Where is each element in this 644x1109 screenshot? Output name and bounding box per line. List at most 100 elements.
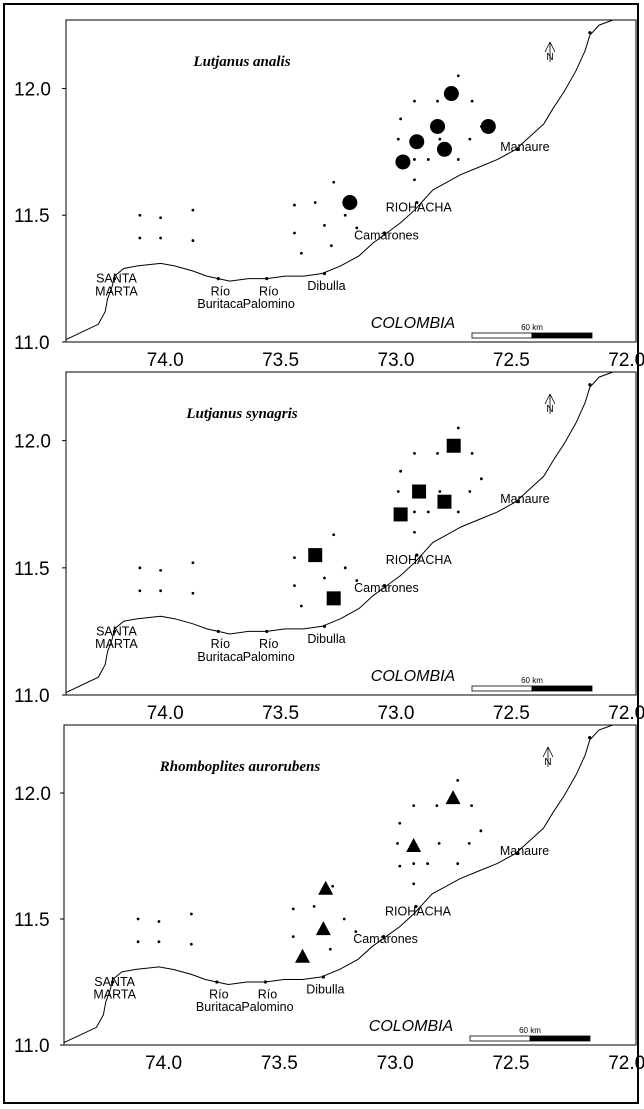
- y-tick-label: 11.5: [14, 910, 50, 931]
- y-tick-label: 11.0: [14, 686, 50, 707]
- record-triangle: [406, 837, 422, 852]
- place-label: Buritaca: [197, 297, 243, 311]
- north-arrow: [544, 393, 556, 414]
- station-dot: [456, 426, 460, 430]
- place-label: RIOHACHA: [386, 553, 453, 567]
- place-dot: [415, 553, 419, 557]
- station-dot: [191, 591, 195, 595]
- place-label: Manaure: [500, 492, 549, 506]
- x-tick-label: 72.0: [608, 350, 644, 371]
- species-name: Rhomboplites aurorubens: [159, 759, 321, 775]
- y-tick-label: 11.5: [14, 206, 50, 227]
- x-tick-label: 73.5: [261, 1053, 298, 1074]
- record-circle: [430, 118, 446, 134]
- map-panel-1: 74.0 73.5 73.0 72.5 72.0 12.0 11.5 11.0 SANTAMAR…: [14, 19, 644, 371]
- place-dot: [516, 147, 520, 151]
- station-dot: [293, 556, 296, 560]
- station-dot: [328, 947, 332, 951]
- station-dot: [323, 576, 326, 580]
- station-dot: [354, 930, 358, 934]
- coastline: [66, 372, 618, 693]
- place-label: Dibulla: [306, 983, 344, 997]
- country-label: COLOMBIA: [371, 315, 455, 332]
- station-dot: [157, 920, 161, 923]
- y-tick-label: 11.5: [14, 559, 50, 580]
- station-dot: [470, 451, 474, 455]
- place-dot: [415, 200, 419, 205]
- north-arrow: [542, 746, 554, 767]
- record-circle: [342, 195, 358, 211]
- station-dot: [355, 579, 359, 582]
- record-square: [412, 484, 427, 499]
- north-arrow: [544, 41, 556, 62]
- map-frame: [65, 19, 637, 343]
- place-dot: [516, 500, 520, 504]
- station-dot: [435, 804, 439, 808]
- station-dot: [313, 201, 317, 204]
- place-label: Dibulla: [307, 279, 345, 293]
- station-dot: [399, 469, 403, 473]
- place-label: MARTA: [95, 637, 138, 651]
- place-label: RIOHACHA: [386, 201, 453, 215]
- place-label: Río: [259, 284, 279, 298]
- place-label: Río: [209, 988, 229, 1002]
- station-dot: [426, 862, 429, 865]
- scale-label: 60 km: [521, 676, 543, 685]
- map-frame: [65, 371, 637, 696]
- station-dot: [189, 942, 193, 946]
- station-dot: [396, 137, 400, 141]
- station-dot: [412, 882, 416, 886]
- place-label: Río: [259, 637, 279, 651]
- station-dot: [136, 940, 140, 944]
- station-dot: [413, 510, 416, 514]
- station-dot: [293, 231, 296, 235]
- station-dot: [456, 862, 460, 865]
- record-circle: [443, 86, 459, 102]
- station-dot: [468, 137, 472, 141]
- record-square: [446, 438, 461, 453]
- place-dot: [382, 584, 387, 588]
- station-dot: [436, 99, 439, 103]
- map-panel-2: 74.0 73.5 73.0 72.5 72.0 12.0 11.5 11.0 SANTAMAR…: [14, 371, 644, 724]
- x-tick-label: 72.0: [608, 703, 644, 724]
- place-label: Camarones: [354, 229, 419, 243]
- station-dot: [438, 490, 442, 493]
- x-tick-label: 73.0: [378, 350, 415, 371]
- x-tick-label: 73.5: [262, 703, 299, 724]
- station-dot: [413, 451, 416, 455]
- place-label: Río: [211, 637, 231, 651]
- record-triangle: [318, 880, 334, 895]
- station-dot: [136, 917, 140, 921]
- y-tick-label: 12.0: [14, 79, 51, 100]
- y-tick-label: 11.0: [14, 333, 50, 354]
- species-name: Lutjanus analis: [192, 54, 290, 70]
- station-dot: [157, 940, 161, 944]
- y-tick-label: 12.0: [14, 784, 51, 805]
- station-dot: [291, 935, 295, 939]
- x-tick-label: 73.0: [377, 1053, 414, 1074]
- place-dot: [414, 904, 418, 909]
- scale-bar-light: [469, 1035, 531, 1042]
- place-label: Buritaca: [197, 650, 243, 664]
- north-label: N: [544, 757, 551, 768]
- station-dot: [343, 566, 347, 570]
- place-dot: [111, 980, 115, 984]
- place-dot: [322, 624, 327, 628]
- place-dot: [112, 277, 117, 281]
- place-label: RIOHACHA: [385, 904, 452, 918]
- station-dot: [191, 561, 195, 565]
- station-dot: [138, 213, 142, 217]
- place-dot: [382, 231, 387, 235]
- station-dot: [437, 842, 441, 845]
- station-dot: [299, 251, 303, 255]
- scale-bar-dark: [529, 1035, 591, 1042]
- station-dot: [138, 566, 142, 570]
- place-label: SANTA: [94, 975, 135, 989]
- station-dot: [399, 117, 403, 121]
- record-circle: [480, 118, 496, 134]
- station-dot: [456, 510, 460, 514]
- station-dot: [468, 490, 472, 493]
- place-dot: [216, 629, 220, 634]
- place-dot: [265, 629, 269, 634]
- place-dot: [381, 935, 386, 939]
